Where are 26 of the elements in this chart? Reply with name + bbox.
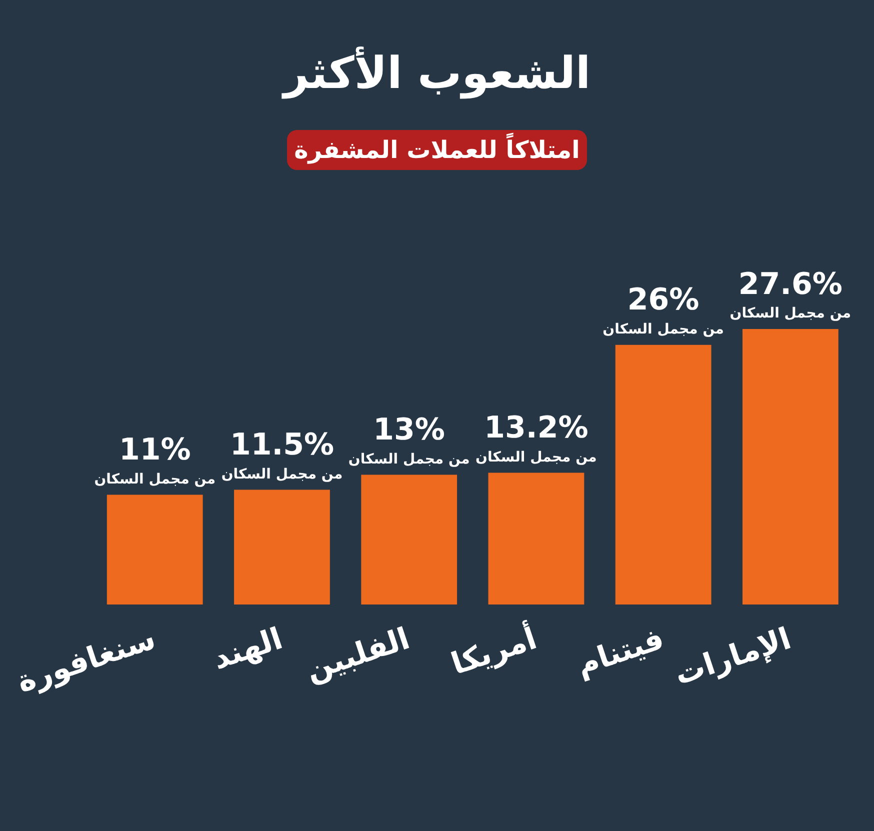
bar	[106, 494, 203, 605]
x-tick-label: الهند	[208, 621, 287, 678]
data-label: 27.6%	[738, 266, 842, 302]
x-tick-label: الإمارات	[670, 621, 796, 693]
chart-subtitle: امتلاكاً للعملات المشفرة	[287, 130, 587, 170]
x-tick-label: الفلبين	[302, 621, 414, 688]
annotation: من مجمل السكان	[94, 471, 216, 488]
annotation: من مجمل السكان	[348, 451, 470, 468]
bar	[615, 344, 712, 605]
bar	[742, 328, 838, 605]
x-tick-label: سنغافورة	[12, 621, 160, 700]
data-label: 11.5%	[230, 428, 334, 462]
annotation: من مجمل السكان	[221, 466, 343, 482]
data-label: 26%	[627, 282, 700, 318]
x-tick-label: أمريكا	[446, 618, 542, 682]
chart-title: الشعوب الأكثر	[280, 48, 592, 99]
data-label: 11%	[118, 432, 191, 468]
bar	[361, 474, 458, 605]
x-tick-label: فيتنام	[572, 621, 668, 683]
bar	[234, 490, 330, 605]
annotation: من مجمل السكان	[730, 306, 852, 322]
bar	[488, 472, 584, 605]
data-label: 13.2%	[484, 410, 588, 446]
annotation: من مجمل السكان	[476, 449, 597, 466]
annotation: من مجمل السكان	[602, 322, 724, 338]
data-label: 13%	[373, 412, 445, 448]
